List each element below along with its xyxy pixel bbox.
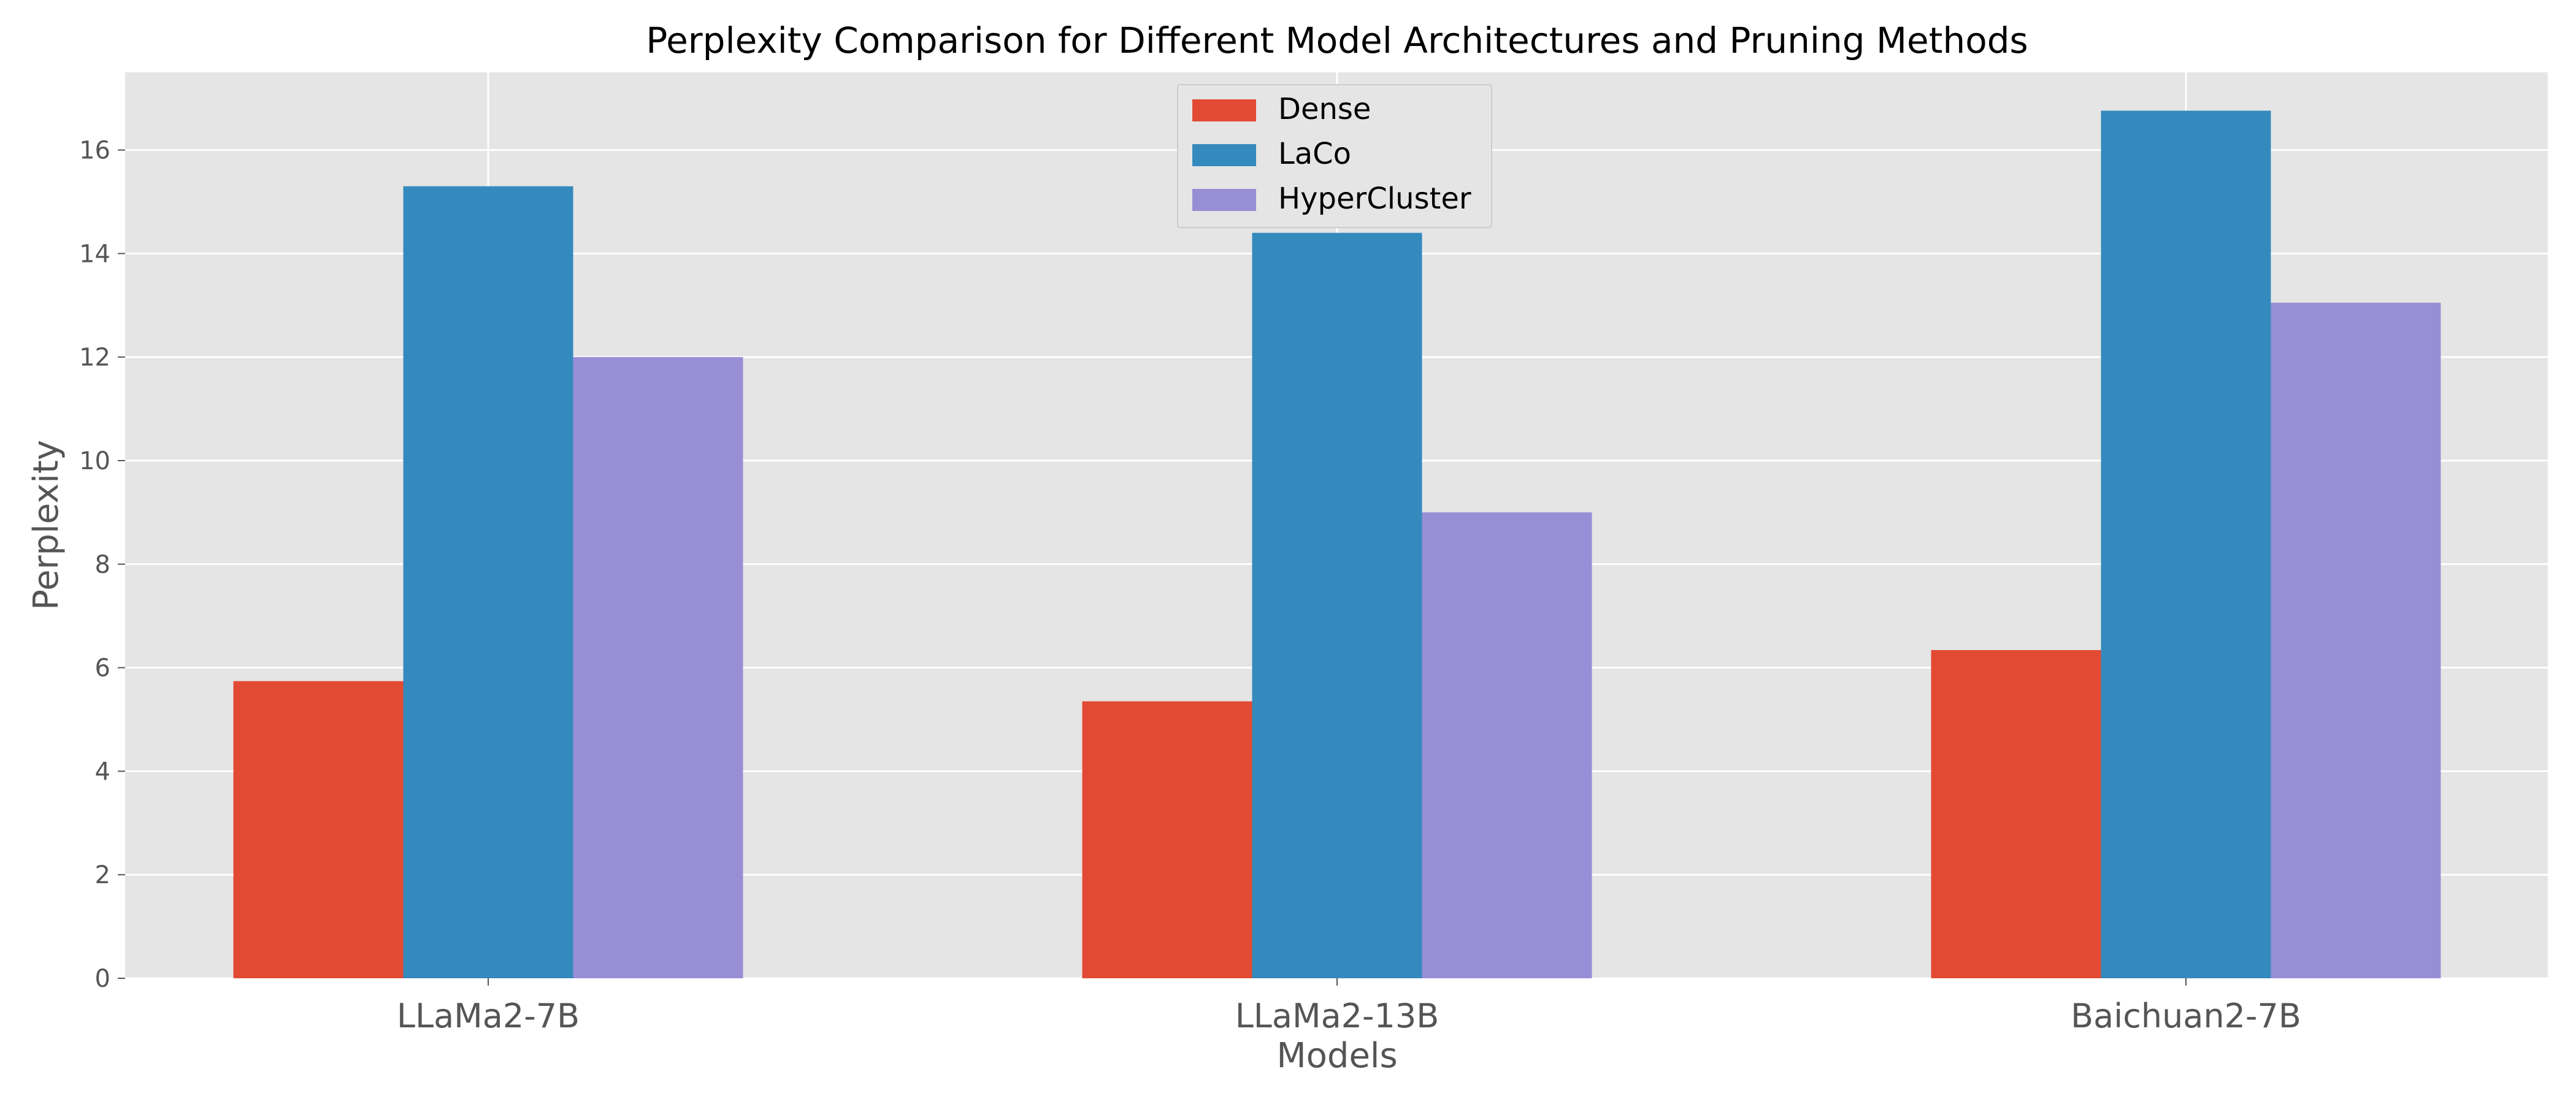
bar-dense-llama2-7b bbox=[233, 681, 404, 978]
bar-dense-baichuan2-7b bbox=[1931, 650, 2101, 978]
x-tick-label: LLaMa2-7B bbox=[397, 997, 580, 1035]
y-tick-label: 8 bbox=[95, 551, 110, 579]
legend-swatch-laco bbox=[1192, 144, 1256, 166]
bar-hypercluster-llama2-13b bbox=[1422, 512, 1592, 978]
y-tick-label: 12 bbox=[79, 343, 110, 372]
bars bbox=[233, 110, 2441, 979]
y-tick-label: 2 bbox=[95, 861, 110, 889]
y-tick-label: 14 bbox=[79, 240, 110, 268]
legend-label-hypercluster: HyperCluster bbox=[1278, 182, 1471, 216]
legend-swatch-hypercluster bbox=[1192, 189, 1256, 211]
y-axis-label: Perplexity bbox=[26, 440, 66, 610]
legend-items: Dense LaCo HyperCluster bbox=[1192, 92, 1471, 216]
bar-hypercluster-baichuan2-7b bbox=[2271, 302, 2441, 979]
bar-laco-baichuan2-7b bbox=[2101, 110, 2271, 978]
bar-hypercluster-llama2-7b bbox=[573, 357, 743, 978]
y-tick-label: 6 bbox=[95, 654, 110, 683]
legend-label-dense: Dense bbox=[1278, 92, 1371, 126]
x-axis-ticks: LLaMa2-7B LLaMa2-13B Baichuan2-7B bbox=[397, 978, 2301, 1035]
y-axis-ticks: 0 2 4 6 8 10 12 14 16 bbox=[79, 137, 125, 993]
x-tick-label: Baichuan2-7B bbox=[2071, 997, 2301, 1035]
legend: Dense LaCo HyperCluster bbox=[1177, 84, 1492, 228]
legend-swatch-dense bbox=[1192, 99, 1256, 121]
bar-dense-llama2-13b bbox=[1082, 701, 1252, 978]
bar-laco-llama2-13b bbox=[1252, 232, 1422, 978]
bar-laco-llama2-7b bbox=[403, 186, 573, 979]
y-tick-label: 0 bbox=[95, 965, 110, 993]
legend-label-laco: LaCo bbox=[1278, 137, 1351, 171]
y-tick-label: 16 bbox=[79, 137, 110, 165]
x-tick-label: LLaMa2-13B bbox=[1235, 997, 1439, 1035]
y-tick-label: 10 bbox=[79, 447, 110, 475]
chart-title: Perplexity Comparison for Different Mode… bbox=[646, 20, 2028, 61]
y-tick-label: 4 bbox=[95, 757, 110, 786]
x-axis-label: Models bbox=[1276, 1036, 1397, 1076]
